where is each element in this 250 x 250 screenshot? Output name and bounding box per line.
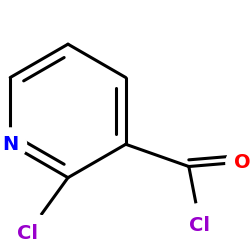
Text: O: O bbox=[234, 153, 250, 172]
Circle shape bbox=[0, 128, 26, 160]
Circle shape bbox=[5, 211, 50, 250]
Text: N: N bbox=[2, 135, 18, 154]
Circle shape bbox=[226, 146, 250, 179]
Text: Cl: Cl bbox=[190, 216, 210, 235]
Text: Cl: Cl bbox=[17, 224, 38, 243]
Circle shape bbox=[178, 204, 222, 248]
